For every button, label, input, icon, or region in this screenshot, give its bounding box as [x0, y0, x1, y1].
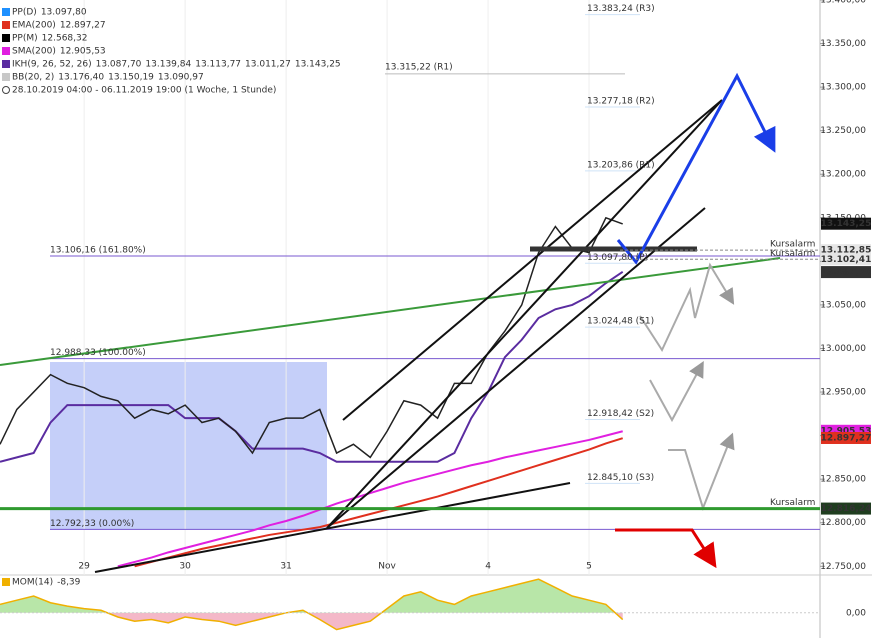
price-tag	[821, 266, 871, 279]
legend-value: 13.150,19	[108, 73, 154, 83]
y-tick-label: 13.250,00	[820, 126, 866, 136]
y-tick-label: 13.400,00	[820, 0, 866, 6]
legend-name: PP(D)	[12, 8, 37, 18]
legend-name: EMA(200)	[12, 21, 56, 31]
legend-value: 13.143,25	[295, 60, 341, 70]
channel-line	[342, 99, 723, 421]
price-tag	[821, 253, 871, 266]
y-tick-label: 0,00	[846, 608, 866, 618]
scenario-arrow	[639, 262, 735, 353]
legend-name: SMA(200)	[12, 47, 56, 57]
y-tick-label: 12.800,00	[820, 518, 866, 528]
y-tick-label: 13.350,00	[820, 39, 866, 49]
fib-label: 13.106,16 (161.80%)	[50, 245, 146, 255]
y-tick-label: 13.300,00	[820, 83, 866, 93]
legend-name: BB(20, 2)	[12, 73, 54, 83]
pivot-label: 13.024,48 (S1)	[587, 317, 654, 327]
y-tick-label: 12.750,00	[820, 562, 866, 572]
scenario-arrow	[668, 432, 735, 512]
fib-label: 12.792,33 (0.00%)	[50, 519, 134, 529]
pivot-label: 12.845,10 (S3)	[587, 473, 654, 483]
price-tag-label: 13.087,70	[821, 268, 872, 278]
y-tick-label: 12.850,00	[820, 475, 866, 485]
legend-value: 13.011,27	[245, 60, 291, 70]
price-tag-label: 13.112,85	[821, 246, 872, 256]
momentum-value: -8,39	[57, 578, 81, 588]
clock-icon	[2, 86, 10, 94]
legend-value: 12.905,53	[60, 47, 106, 57]
price-tag-label: 12.816,24	[821, 504, 872, 514]
y-tick-label: 13.200,00	[820, 170, 866, 180]
x-tick-label: 31	[280, 562, 291, 572]
legend-swatch	[2, 47, 10, 55]
channel-line	[326, 99, 723, 529]
price-tag	[821, 431, 871, 444]
price-tag	[821, 244, 871, 257]
alarm-label: Kursalarm	[770, 498, 815, 508]
fib-label: 12.988,33 (100.00%)	[50, 348, 146, 358]
y-tick-label: 12.950,00	[820, 388, 866, 398]
price-tag-label: 12.897,27	[821, 433, 872, 443]
x-tick-label: Nov	[378, 562, 396, 572]
trend-line	[0, 257, 781, 366]
price-tag	[821, 217, 871, 230]
pivot-label: 12.918,42 (S2)	[587, 409, 654, 419]
y-tick-label: 13.000,00	[820, 344, 866, 354]
price-tag	[821, 502, 871, 515]
alarm-label: Kursalarm	[770, 249, 815, 259]
momentum-name: MOM(14)	[12, 578, 53, 588]
pivot-label: 13.097,80 (P)	[587, 253, 648, 263]
pivot-label: 13.277,18 (R2)	[587, 97, 655, 107]
legend-value: 13.090,97	[158, 73, 204, 83]
indicator-line	[134, 437, 624, 568]
x-tick-label: 4	[485, 562, 491, 572]
momentum-area	[0, 579, 623, 613]
support-line	[94, 482, 571, 573]
indicator-line	[117, 430, 623, 568]
price-tag-label: 13.102,41	[821, 255, 872, 265]
x-tick-label: 29	[78, 562, 90, 572]
pivot-label: 13.315,22 (R1)	[385, 62, 453, 72]
legend-value: 13.176,40	[58, 73, 104, 83]
fib-zone	[50, 362, 327, 530]
x-tick-label: 30	[179, 562, 191, 572]
legend-value: 13.139,84	[145, 60, 191, 70]
drawings	[0, 72, 781, 573]
scenario-arrow	[649, 360, 704, 423]
legend-swatch	[2, 21, 10, 29]
x-tick-label: 5	[586, 562, 592, 572]
legend-value: 13.087,70	[96, 60, 142, 70]
legend-swatch	[2, 73, 10, 81]
legend-name: IKH(9, 26, 52, 26)	[12, 60, 92, 70]
indicator-line	[0, 270, 624, 463]
price-tag-label: 13.143,25	[821, 219, 872, 229]
legend-swatch	[2, 8, 10, 16]
price-tag-label: 12.905,53	[821, 426, 872, 436]
price-line	[0, 216, 623, 459]
pivot-label: 13.383,24 (R3)	[587, 4, 655, 14]
period: 28.10.2019 04:00 - 06.11.2019 19:00 (1 W…	[12, 86, 276, 96]
legend-name: PP(M)	[12, 34, 38, 44]
pivot-label: 13.203,86 (R1)	[587, 160, 655, 170]
legend-value: 12.568,32	[42, 34, 88, 44]
down-arrow	[615, 528, 717, 569]
y-tick-label: 13.050,00	[820, 300, 866, 310]
channel-line	[326, 207, 706, 529]
legend-value: 13.097,80	[41, 8, 87, 18]
alarm-label: Kursalarm	[770, 240, 815, 250]
momentum-line	[0, 578, 624, 631]
legend-value: 12.897,27	[60, 21, 106, 31]
legend-swatch	[2, 60, 10, 68]
momentum-area	[107, 613, 623, 630]
legend-swatch	[2, 34, 10, 42]
forecast-arrow	[616, 72, 776, 265]
legend-swatch	[2, 578, 10, 586]
legend-value: 13.113,77	[195, 60, 241, 70]
